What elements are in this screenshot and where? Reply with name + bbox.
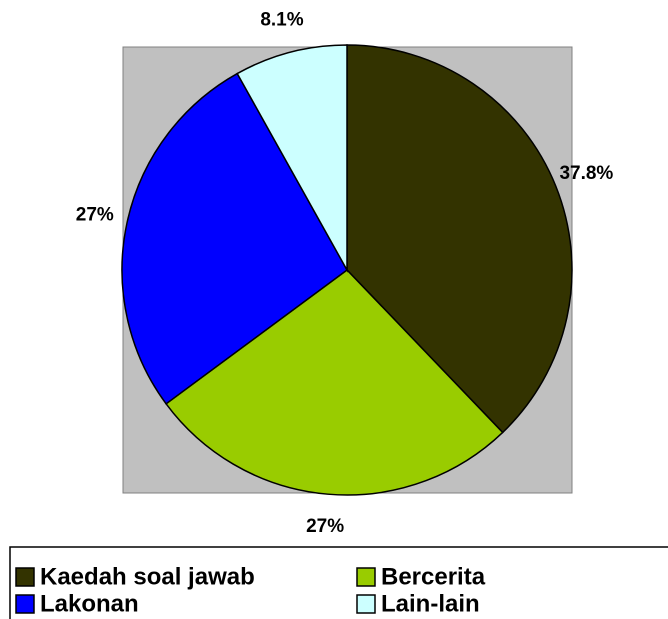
pie-slice (165, 269, 504, 496)
legend-swatch (15, 567, 35, 587)
legend-label: Lain-lain (381, 590, 480, 617)
data-label: 27% (76, 205, 114, 226)
legend-box (9, 546, 668, 619)
pie-slice (346, 44, 573, 434)
legend-label: Kaedah soal jawab (40, 563, 255, 590)
legend-label: Bercerita (381, 563, 486, 590)
data-label: 27% (306, 516, 344, 537)
legend-swatch (15, 594, 35, 614)
pie-slice (236, 44, 348, 273)
data-label: 37.8% (559, 163, 613, 184)
data-label: 8.1% (260, 9, 303, 30)
legend-label: Lakonan (40, 590, 139, 617)
legend-swatch (356, 567, 376, 587)
pie-slice (121, 72, 348, 405)
legend-swatch (356, 594, 376, 614)
